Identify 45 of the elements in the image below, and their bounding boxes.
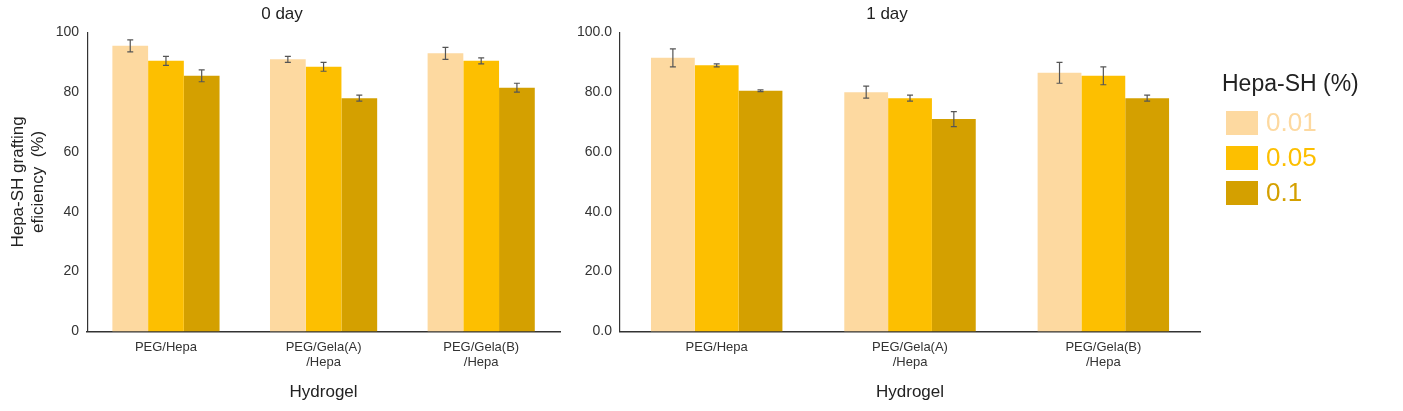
bar	[1125, 98, 1170, 332]
x-tick-label: PEG/Gela(A) /Hepa	[285, 338, 362, 370]
y-tick-label: 100	[55, 23, 80, 40]
chart-title: 0 day	[261, 3, 304, 23]
y-tick-label: 0.0	[592, 322, 613, 339]
legend-label: 0.1	[1266, 177, 1303, 208]
legend-label: 0.01	[1266, 107, 1317, 138]
x-axis-title: Hydrogel	[289, 382, 358, 402]
bar	[738, 90, 783, 332]
bar	[499, 87, 535, 332]
bar	[148, 60, 184, 332]
y-tick-label: 0	[71, 322, 80, 339]
y-tick-label: 60.0	[584, 142, 613, 159]
bar	[650, 57, 695, 332]
y-tick-label: 40	[63, 202, 80, 219]
bar	[305, 66, 342, 332]
y-tick-label: 40.0	[584, 202, 613, 219]
x-tick-label: PEG/Hepa	[685, 338, 749, 354]
x-tick-label: PEG/Hepa	[134, 338, 198, 354]
x-tick-label: PEG/Gela(A) /Hepa	[872, 338, 948, 370]
y-axis-title: Hepa-SH grafting eficiency (%)	[7, 116, 48, 248]
x-tick-label: PEG/Gela(B) /Hepa	[443, 338, 520, 370]
legend-label: 0.05	[1266, 142, 1317, 173]
bar	[183, 75, 220, 332]
legend-title: Hepa-SH (%)	[1222, 70, 1360, 97]
bar	[1081, 75, 1126, 332]
bar	[844, 92, 889, 332]
y-tick-label: 20.0	[584, 262, 613, 279]
y-tick-label: 20	[63, 262, 80, 279]
y-tick-label: 80	[63, 83, 80, 100]
bar	[269, 59, 306, 332]
bar	[931, 119, 976, 332]
y-tick-label: 80.0	[584, 83, 613, 100]
x-tick-label: PEG/Gela(B) /Hepa	[1065, 338, 1142, 370]
bar	[341, 98, 378, 332]
x-axis-title: Hydrogel	[875, 382, 945, 402]
bar	[1037, 72, 1082, 332]
chart-title: 1 day	[866, 3, 909, 23]
bar	[112, 45, 149, 332]
y-tick-label: 100.0	[576, 23, 613, 40]
bar	[888, 98, 932, 332]
bar	[463, 60, 500, 332]
bar	[694, 65, 739, 332]
bar	[427, 53, 464, 332]
y-tick-label: 60	[63, 142, 80, 159]
